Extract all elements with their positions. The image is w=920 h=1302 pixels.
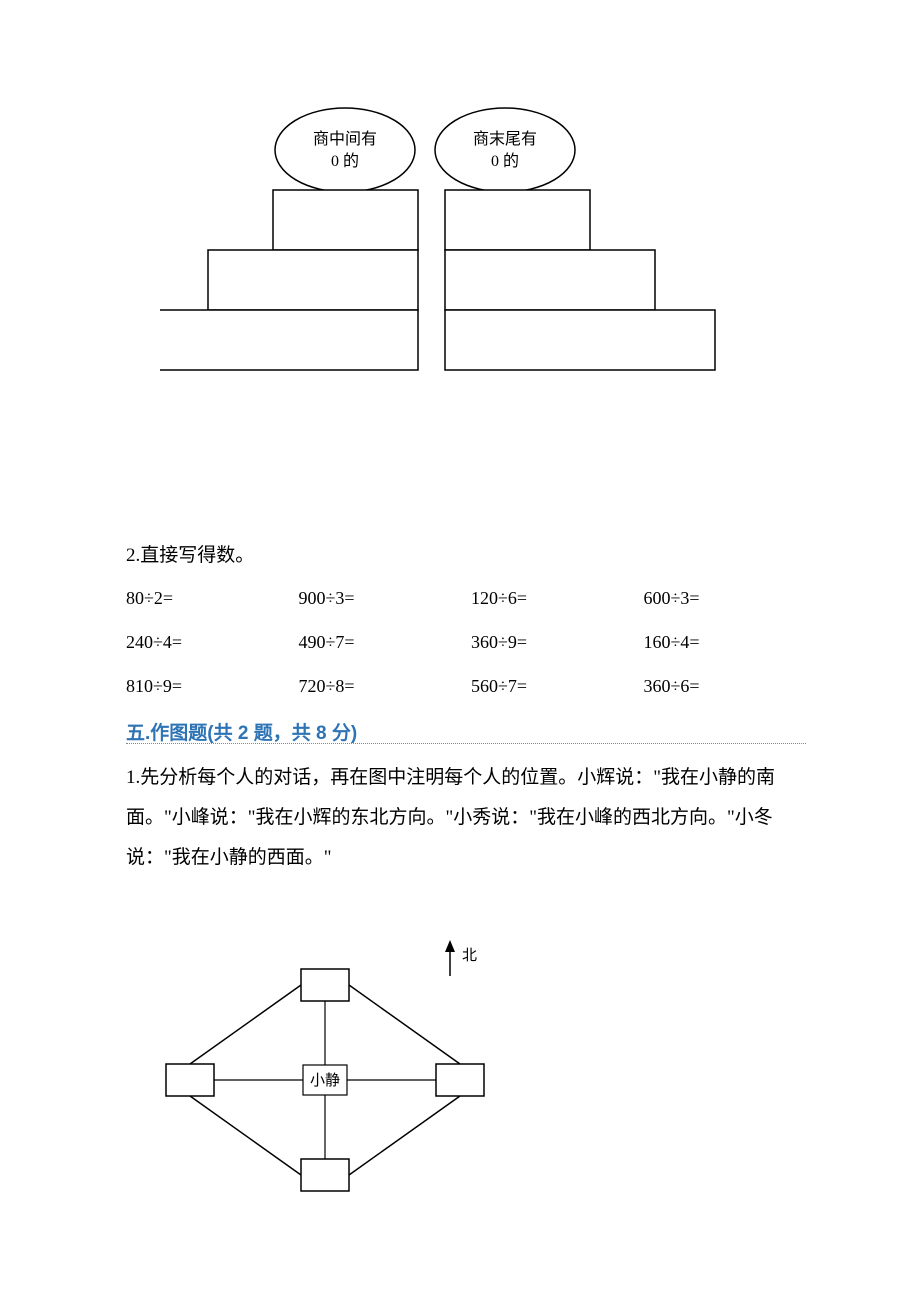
math-cell: 720÷8=	[299, 676, 472, 697]
math-cell: 810÷9=	[126, 676, 299, 697]
math-row-3: 810÷9= 720÷8= 560÷7= 360÷6=	[126, 676, 816, 697]
diamond-diagram: 北 小静	[140, 930, 540, 1220]
math-cell: 240÷4=	[126, 632, 299, 653]
box-top	[301, 969, 349, 1001]
left-pyramid: 商中间有 0 的	[160, 108, 418, 370]
page: 商中间有 0 的 商末尾有 0 的 2.直接写得数。 80÷2= 900÷3= …	[0, 0, 920, 1302]
edge-tr	[349, 985, 460, 1064]
edge-bl	[190, 1096, 301, 1175]
left-ellipse	[275, 108, 415, 192]
q2-title: 2.直接写得数。	[126, 542, 806, 571]
edge-tl	[190, 985, 301, 1064]
right-ellipse	[435, 108, 575, 192]
north-label: 北	[462, 947, 477, 964]
right-box-mid	[445, 250, 655, 310]
left-box-top	[273, 190, 418, 250]
section-5-heading: 五.作图题(共 2 题，共 8 分)	[126, 718, 357, 745]
math-cell: 120÷6=	[471, 588, 644, 609]
box-bottom	[301, 1159, 349, 1191]
right-pyramid: 商末尾有 0 的	[435, 108, 715, 370]
north-arrow: 北	[445, 940, 477, 976]
q1-paragraph: 1.先分析每个人的对话，再在图中注明每个人的位置。小辉说："我在小静的南面。"小…	[126, 758, 806, 878]
dotted-line	[126, 743, 806, 744]
math-cell: 600÷3=	[644, 588, 817, 609]
math-row-1: 80÷2= 900÷3= 120÷6= 600÷3=	[126, 588, 816, 609]
math-cell: 160÷4=	[644, 632, 817, 653]
right-ellipse-text-2: 0 的	[491, 152, 519, 170]
math-cell: 360÷6=	[644, 676, 817, 697]
math-cell: 80÷2=	[126, 588, 299, 609]
math-cell: 490÷7=	[299, 632, 472, 653]
pyramids-diagram: 商中间有 0 的 商末尾有 0 的	[160, 90, 760, 450]
edge-br	[349, 1096, 460, 1175]
left-box-mid	[208, 250, 418, 310]
left-box-bot	[160, 310, 418, 370]
right-box-bot	[445, 310, 715, 370]
right-ellipse-text-1: 商末尾有	[473, 130, 537, 148]
math-cell: 360÷9=	[471, 632, 644, 653]
box-right	[436, 1064, 484, 1096]
left-ellipse-text-2: 0 的	[331, 152, 359, 170]
box-left	[166, 1064, 214, 1096]
math-cell: 900÷3=	[299, 588, 472, 609]
math-cell: 560÷7=	[471, 676, 644, 697]
left-ellipse-text-1: 商中间有	[313, 130, 377, 148]
math-row-2: 240÷4= 490÷7= 360÷9= 160÷4=	[126, 632, 816, 653]
center-label: 小静	[310, 1072, 340, 1089]
right-box-top	[445, 190, 590, 250]
